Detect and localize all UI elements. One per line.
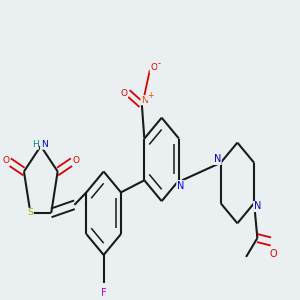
Text: O: O xyxy=(150,64,157,73)
Text: F: F xyxy=(101,288,106,298)
Text: O: O xyxy=(2,156,9,165)
Text: S: S xyxy=(28,208,33,217)
Text: O: O xyxy=(121,89,128,98)
Text: O: O xyxy=(73,156,80,165)
Text: H: H xyxy=(32,140,38,149)
Text: N: N xyxy=(254,202,261,212)
Text: +: + xyxy=(148,91,154,100)
Text: N: N xyxy=(141,96,148,105)
Text: O: O xyxy=(269,249,277,259)
Text: -: - xyxy=(158,59,161,68)
Text: N: N xyxy=(177,181,184,191)
Text: N: N xyxy=(214,154,221,164)
Text: N: N xyxy=(41,140,47,149)
